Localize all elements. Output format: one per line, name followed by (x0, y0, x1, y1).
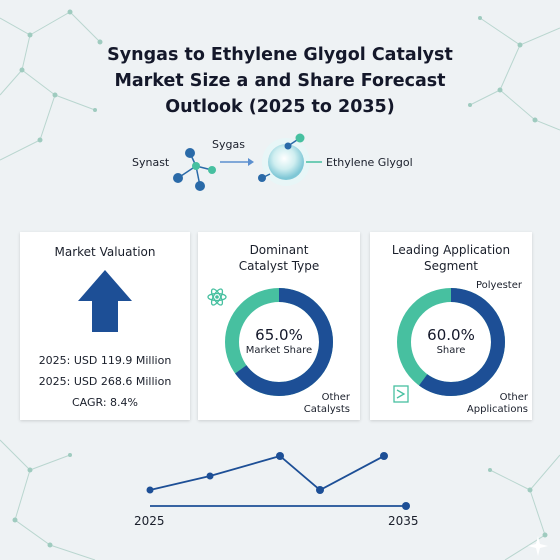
trend-point (146, 486, 154, 494)
process-top-label: Sygas (212, 138, 245, 151)
title-line-3: Outlook (2025 to 2035) (165, 97, 395, 117)
valuation-stat-1: 2025: USD 119.9 Million (38, 354, 172, 367)
ticket-icon (393, 385, 409, 403)
up-arrow-icon (78, 270, 132, 332)
other-catalysts-label: Other Catalysts (304, 392, 350, 416)
catalyst-title-line-2: Catalyst Type (238, 259, 320, 273)
molecule-icon (173, 133, 322, 191)
application-donut-share-arc (397, 288, 505, 396)
other-applications-line-1: Other (499, 392, 528, 403)
title-line-1: Syngas to Ethylene Glygol Catalyst (107, 45, 453, 65)
process-input-label: Synast (132, 156, 170, 169)
trend-point (316, 486, 324, 494)
application-percent: 60.0% (427, 326, 475, 344)
application-title-line-1: Leading Application (391, 243, 511, 257)
application-percent-label: Share (436, 345, 466, 356)
catalyst-donut-chart (225, 288, 333, 396)
application-donut-center: 60.0% Share (391, 326, 511, 358)
catalyst-donut-share-arc (225, 288, 333, 396)
application-title-line-2: Segment (424, 259, 478, 273)
trend-line-graphic (146, 452, 410, 510)
other-catalysts-line-2: Catalysts (303, 404, 350, 415)
other-catalysts-line-1: Other (321, 392, 350, 403)
trend-start-year: 2025 (134, 514, 165, 528)
trend-line (149, 455, 385, 492)
catalyst-type-title: Dominant Catalyst Type (198, 242, 360, 274)
valuation-stat-cagr: CAGR: 8.4% (72, 396, 138, 409)
application-segment-title: Leading Application Segment (370, 242, 532, 274)
catalyst-donut-center: 65.0% Market Share (219, 326, 339, 358)
title-line-2: Market Size a and Share Forecast (114, 71, 446, 91)
trend-baseline-end (402, 502, 410, 510)
atom-icon (207, 288, 227, 306)
page-title: Syngas to Ethylene Glygol Catalyst Marke… (40, 42, 520, 120)
other-applications-line-2: Applications (466, 404, 528, 415)
process-illustration: Synast Sygas Ethylene Glygol (120, 128, 440, 198)
catalyst-type-card: Dominant Catalyst Type 65.0% Market Shar… (198, 232, 360, 420)
catalyst-percent-label: Market Share (245, 345, 313, 356)
trend-point (206, 472, 214, 480)
market-valuation-card: Market Valuation 2025: USD 119.9 Million… (20, 232, 190, 420)
market-valuation-title: Market Valuation (54, 245, 156, 259)
catalyst-title-line-1: Dominant (249, 243, 309, 257)
process-output-label: Ethylene Glygol (326, 156, 413, 169)
application-segment-card: Leading Application Segment Polyester 60… (370, 232, 532, 420)
trend-point (380, 452, 388, 460)
polyester-label: Polyester (475, 280, 522, 291)
catalyst-percent: 65.0% (255, 326, 303, 344)
other-applications-label: Other Applications (467, 392, 528, 416)
trend-point (276, 452, 284, 460)
trend-end-year: 2035 (388, 514, 419, 528)
valuation-stat-2: 2025: USD 268.6 Million (38, 375, 172, 388)
application-donut-chart (397, 288, 505, 396)
